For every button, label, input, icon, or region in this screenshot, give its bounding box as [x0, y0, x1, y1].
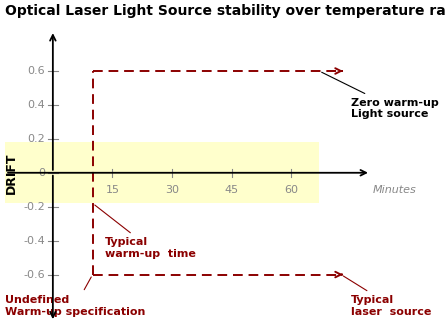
Text: 45: 45: [225, 184, 239, 195]
Text: 0.2: 0.2: [27, 134, 45, 144]
Text: Typical
warm-up  time: Typical warm-up time: [95, 205, 195, 259]
Text: 30: 30: [165, 184, 179, 195]
Text: -0.6: -0.6: [23, 269, 45, 279]
Text: -0.2: -0.2: [23, 202, 45, 212]
Text: 0: 0: [38, 168, 45, 178]
Text: -0.4: -0.4: [23, 236, 45, 246]
Text: Minutes: Minutes: [373, 184, 417, 195]
Bar: [5, 142, 319, 203]
Text: Typical
laser  source: Typical laser source: [344, 276, 431, 316]
Text: Zero warm-up
Light source: Zero warm-up Light source: [322, 72, 439, 119]
Text: Optical Laser Light Source stability over temperature range and time.: Optical Laser Light Source stability ove…: [5, 4, 445, 18]
Text: 15: 15: [105, 184, 119, 195]
Text: 60: 60: [284, 184, 298, 195]
Text: 0.4: 0.4: [27, 100, 45, 110]
Text: 0.6: 0.6: [27, 66, 45, 76]
Text: Undefined
Warm-up specification: Undefined Warm-up specification: [5, 277, 146, 316]
Text: DRIFT: DRIFT: [4, 152, 18, 193]
